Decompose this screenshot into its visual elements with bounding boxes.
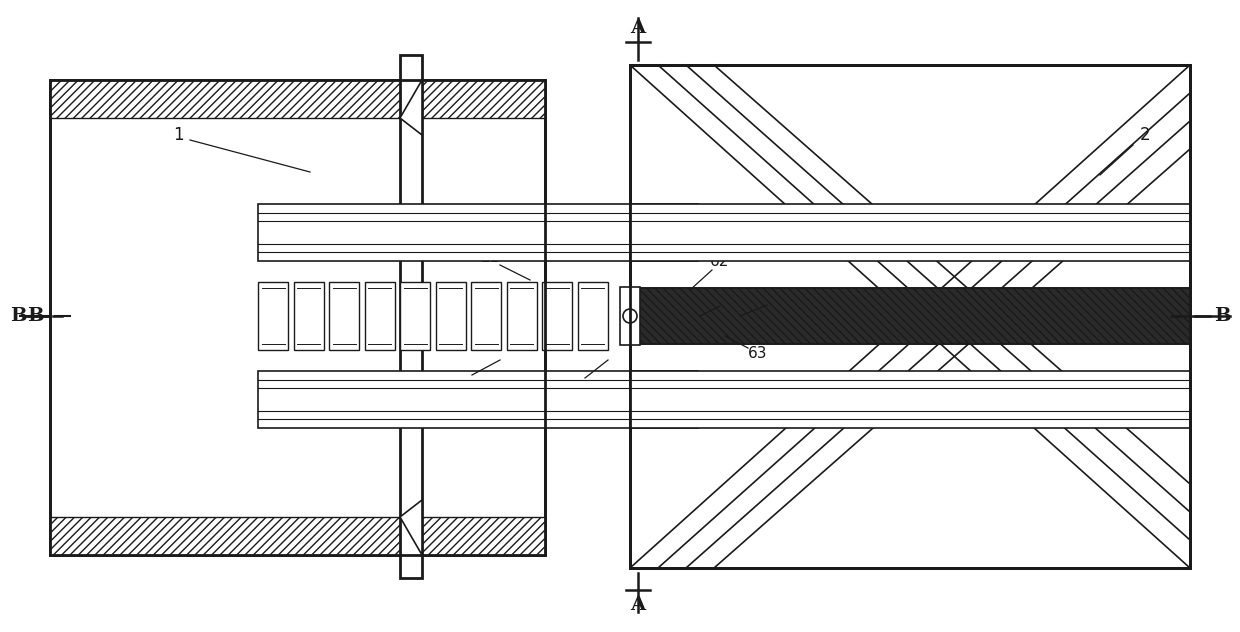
Bar xyxy=(630,204,1190,261)
Bar xyxy=(365,282,394,350)
Text: 63: 63 xyxy=(748,346,768,360)
Text: A: A xyxy=(630,19,646,37)
Bar xyxy=(401,55,422,578)
Bar xyxy=(506,282,537,350)
Text: 6: 6 xyxy=(770,293,780,308)
Bar xyxy=(632,288,1190,344)
Bar xyxy=(630,65,1190,568)
Bar xyxy=(435,282,466,350)
Bar xyxy=(620,287,640,345)
Bar xyxy=(630,371,1190,428)
Text: 1: 1 xyxy=(172,126,184,144)
Bar xyxy=(401,282,430,350)
Polygon shape xyxy=(401,500,422,555)
Text: 21: 21 xyxy=(450,372,470,387)
Bar xyxy=(294,282,324,350)
Text: 2: 2 xyxy=(1140,126,1151,144)
Bar xyxy=(630,288,1190,344)
Text: B: B xyxy=(27,307,43,325)
Text: A: A xyxy=(630,596,646,614)
Bar xyxy=(258,371,698,428)
Polygon shape xyxy=(401,80,422,135)
Bar xyxy=(630,371,1190,428)
Text: 4: 4 xyxy=(573,375,583,391)
Bar xyxy=(50,80,546,555)
Bar xyxy=(258,204,698,261)
Text: B: B xyxy=(1214,307,1230,325)
Bar xyxy=(630,65,1190,568)
Text: 21: 21 xyxy=(480,250,500,265)
Text: 62: 62 xyxy=(711,255,729,269)
Text: B: B xyxy=(10,307,26,325)
Bar xyxy=(50,80,546,555)
Bar xyxy=(50,517,546,555)
Bar xyxy=(578,282,608,350)
Bar xyxy=(471,282,501,350)
Bar xyxy=(542,282,572,350)
Bar xyxy=(630,65,1190,568)
Bar xyxy=(329,282,360,350)
Text: 61: 61 xyxy=(720,293,740,308)
Bar xyxy=(50,80,546,118)
Bar xyxy=(632,288,1190,344)
Bar xyxy=(630,204,1190,261)
Bar xyxy=(258,282,288,350)
